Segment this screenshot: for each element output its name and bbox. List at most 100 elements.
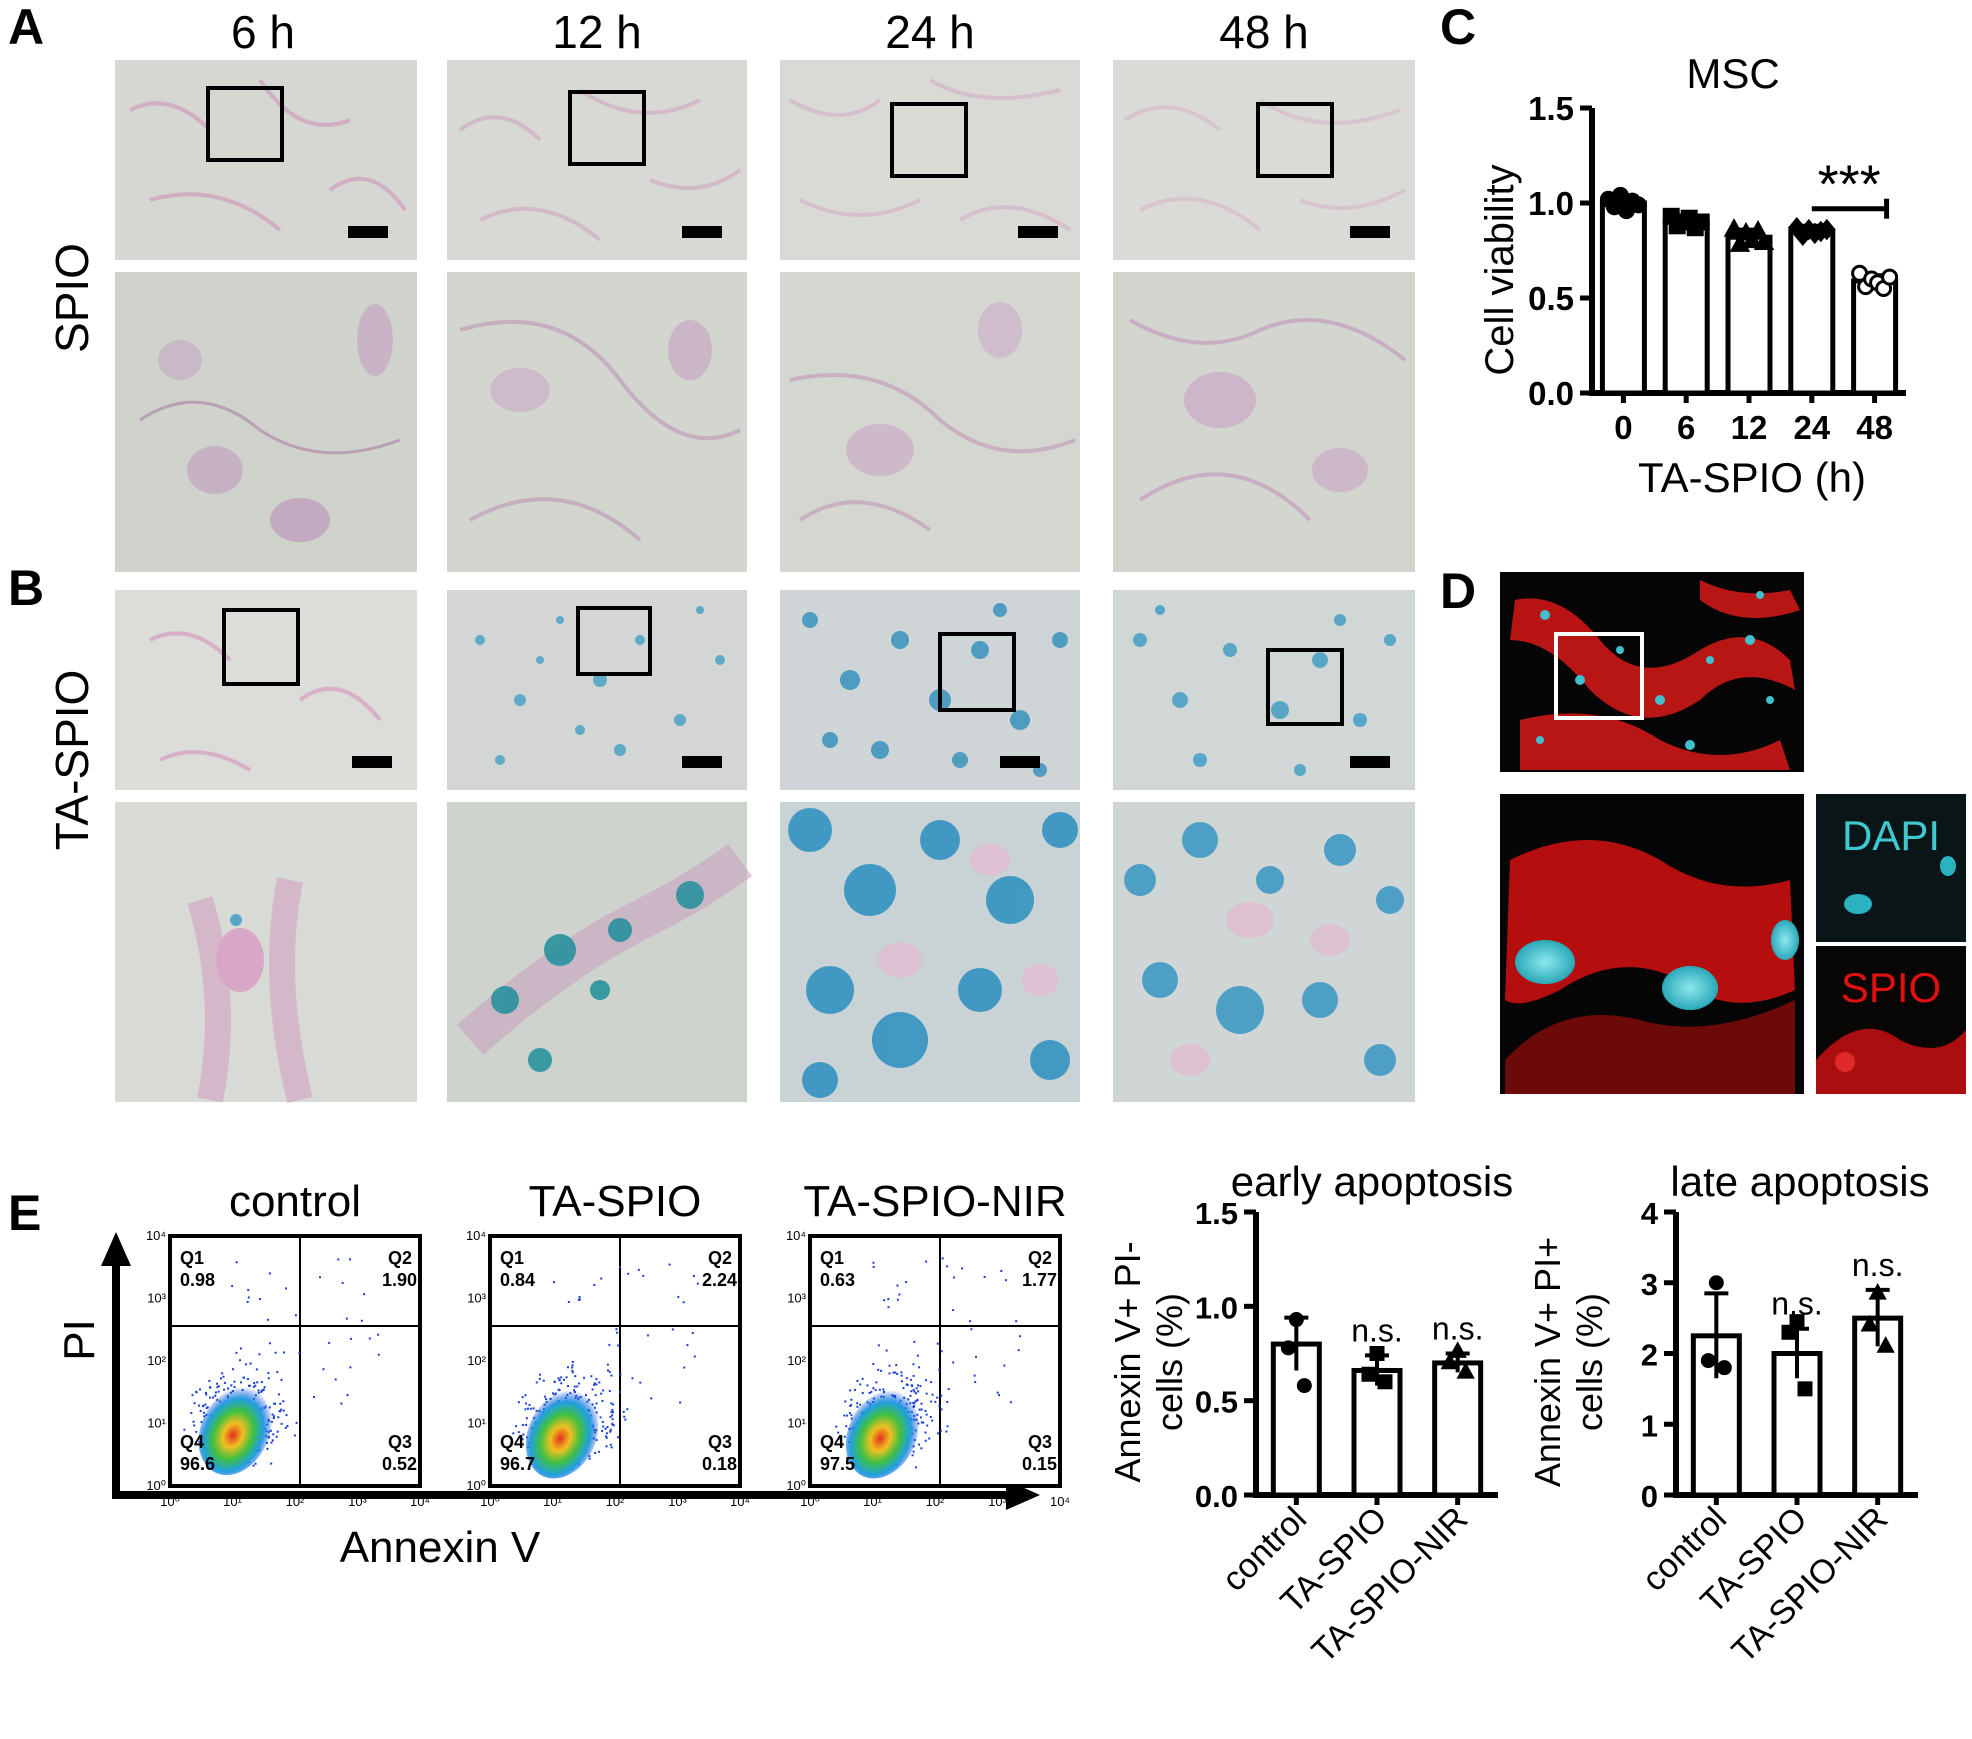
flow-event — [235, 1351, 238, 1354]
data-point — [1280, 1340, 1296, 1356]
flow-event — [560, 1376, 563, 1379]
flow-event — [608, 1390, 611, 1393]
flow-event — [227, 1387, 230, 1390]
flow-event — [260, 1389, 263, 1392]
scale-bar — [1018, 226, 1058, 238]
quadrant-value-q3: 0.15 — [1022, 1454, 1057, 1474]
flow-y-tick-label: 10⁴ — [466, 1228, 486, 1243]
data-point — [1369, 1346, 1385, 1361]
flow-event — [268, 1342, 271, 1345]
micrograph-ta-spio-6h-zoom — [115, 802, 417, 1104]
y-tick-label: 0.5 — [1528, 280, 1574, 317]
flow-event — [521, 1438, 524, 1441]
data-point — [1440, 1352, 1459, 1370]
flow-event — [594, 1451, 597, 1454]
flow-event — [203, 1411, 206, 1414]
flow-x-tick-label: 10³ — [988, 1494, 1007, 1509]
flow-x-tick-label: 10² — [286, 1494, 305, 1509]
data-point — [1753, 231, 1775, 250]
flow-event — [279, 1402, 282, 1405]
flow-event — [608, 1370, 611, 1373]
flow-event — [595, 1439, 598, 1442]
panel-letter-a: A — [8, 0, 44, 55]
flow-event — [269, 1429, 272, 1432]
flow-event — [845, 1425, 848, 1428]
data-point — [1881, 268, 1899, 286]
flow-event — [578, 1382, 581, 1385]
flow-event — [560, 1382, 563, 1385]
data-point — [1700, 1353, 1716, 1369]
flow-event — [922, 1421, 925, 1424]
flow-event — [849, 1389, 852, 1392]
flow-event — [239, 1359, 242, 1362]
flow-event — [595, 1402, 598, 1405]
x-tick-label: 12 — [1731, 409, 1768, 446]
zoom-box — [938, 632, 1016, 712]
flow-event — [272, 1433, 275, 1436]
flow-x-tick-label: 10² — [926, 1494, 945, 1509]
flow-event — [606, 1363, 609, 1366]
flow-event — [611, 1422, 614, 1425]
flow-event — [349, 1337, 352, 1340]
flow-event — [341, 1281, 344, 1284]
flow-event — [618, 1390, 621, 1393]
bar — [1351, 1367, 1403, 1498]
flow-event — [914, 1400, 917, 1403]
flow-event — [262, 1388, 265, 1391]
flow-event — [850, 1398, 853, 1401]
flow-event — [254, 1384, 257, 1387]
micrograph-spio-6h-zoom — [115, 272, 417, 572]
flow-event — [623, 1415, 626, 1418]
quadrant-value-q4: 96.6 — [180, 1454, 215, 1474]
y-axis-label-cell-viability: Cell viability — [1478, 164, 1522, 375]
flow-event — [937, 1432, 940, 1435]
micrograph-spio-24h-zoom — [780, 272, 1080, 572]
flow-event — [191, 1394, 194, 1397]
flow-event — [916, 1354, 919, 1357]
x-tick-label: 0 — [1614, 409, 1632, 446]
flow-event — [267, 1372, 270, 1375]
flow-event — [230, 1384, 233, 1387]
flow-event — [946, 1400, 949, 1403]
flow-event — [611, 1411, 614, 1414]
flow-event — [571, 1364, 574, 1367]
panel-d: D — [1440, 563, 1966, 1094]
flow-event — [566, 1366, 569, 1369]
flow-event — [263, 1386, 266, 1389]
flow-event — [879, 1369, 882, 1372]
flow-event — [197, 1404, 200, 1407]
flow-event — [602, 1425, 605, 1428]
flow-cytometry-axes: PI Annexin V — [55, 1232, 1040, 1572]
flow-event — [377, 1353, 380, 1356]
bar — [1662, 219, 1710, 396]
flow-event — [616, 1436, 619, 1439]
flow-event — [348, 1258, 351, 1261]
x-axis-label-ta-spio-h: TA-SPIO (h) — [1638, 454, 1866, 501]
flow-event — [983, 1276, 986, 1279]
flow-event — [583, 1376, 586, 1379]
quadrant-value-q1: 0.84 — [500, 1270, 535, 1290]
flow-event — [217, 1385, 220, 1388]
flow-y-tick-label: 10² — [147, 1353, 166, 1368]
quadrant-label-q4: Q4 — [180, 1432, 204, 1452]
flow-event — [203, 1415, 206, 1418]
x-tick-label: 48 — [1856, 409, 1893, 446]
flow-event — [604, 1435, 607, 1438]
quadrant-label-q1: Q1 — [820, 1248, 844, 1268]
flow-event — [274, 1402, 277, 1405]
micrograph-ta-spio-12h-zoom — [447, 802, 752, 1102]
flow-event — [915, 1466, 918, 1469]
flow-event — [609, 1430, 612, 1433]
flow-event — [214, 1394, 217, 1397]
flow-event — [208, 1379, 211, 1382]
flow-event — [946, 1425, 949, 1428]
flow-event — [233, 1380, 236, 1383]
flow-event — [334, 1378, 337, 1381]
flow-event — [837, 1431, 840, 1434]
flow-event — [920, 1447, 923, 1450]
flow-event — [257, 1389, 260, 1392]
flow-event — [600, 1277, 603, 1280]
data-point — [1448, 1341, 1467, 1358]
row-label-spio: SPIO — [46, 243, 98, 353]
